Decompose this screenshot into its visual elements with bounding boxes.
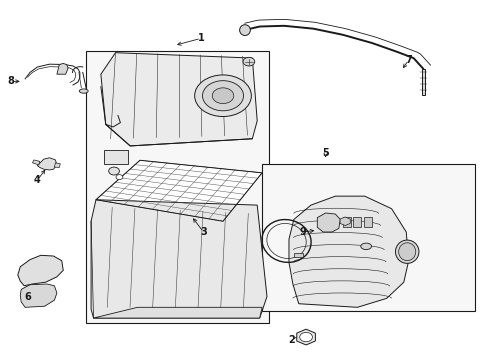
Text: 6: 6: [24, 292, 31, 302]
Circle shape: [243, 57, 255, 66]
Circle shape: [212, 88, 234, 104]
Text: 1: 1: [197, 33, 204, 43]
Polygon shape: [101, 53, 257, 146]
Text: 5: 5: [322, 148, 329, 158]
Ellipse shape: [79, 89, 88, 93]
Polygon shape: [20, 284, 57, 307]
Polygon shape: [37, 158, 57, 170]
Polygon shape: [57, 63, 68, 74]
Polygon shape: [297, 329, 316, 345]
Bar: [294, 253, 303, 257]
Polygon shape: [94, 307, 262, 318]
Circle shape: [116, 175, 123, 180]
Ellipse shape: [399, 243, 416, 261]
Text: 3: 3: [200, 227, 207, 237]
Bar: [353, 217, 361, 226]
Polygon shape: [318, 213, 340, 232]
Ellipse shape: [361, 243, 371, 249]
Polygon shape: [96, 160, 262, 221]
Bar: [343, 217, 350, 226]
Ellipse shape: [395, 240, 419, 264]
Bar: [364, 217, 372, 226]
Bar: [104, 150, 128, 164]
Text: 8: 8: [7, 76, 14, 86]
Polygon shape: [32, 160, 40, 165]
Polygon shape: [289, 196, 409, 307]
Polygon shape: [422, 69, 425, 95]
Circle shape: [109, 167, 120, 175]
Polygon shape: [54, 163, 60, 167]
Circle shape: [202, 81, 244, 111]
Text: 4: 4: [34, 175, 41, 185]
Ellipse shape: [240, 25, 250, 36]
Text: 7: 7: [405, 55, 412, 65]
Text: 9: 9: [299, 227, 306, 237]
Polygon shape: [91, 200, 267, 318]
Circle shape: [300, 332, 313, 342]
Bar: [262, 164, 475, 311]
Circle shape: [195, 75, 251, 117]
Bar: [86, 51, 270, 323]
Text: 2: 2: [288, 334, 295, 345]
Polygon shape: [18, 255, 63, 286]
